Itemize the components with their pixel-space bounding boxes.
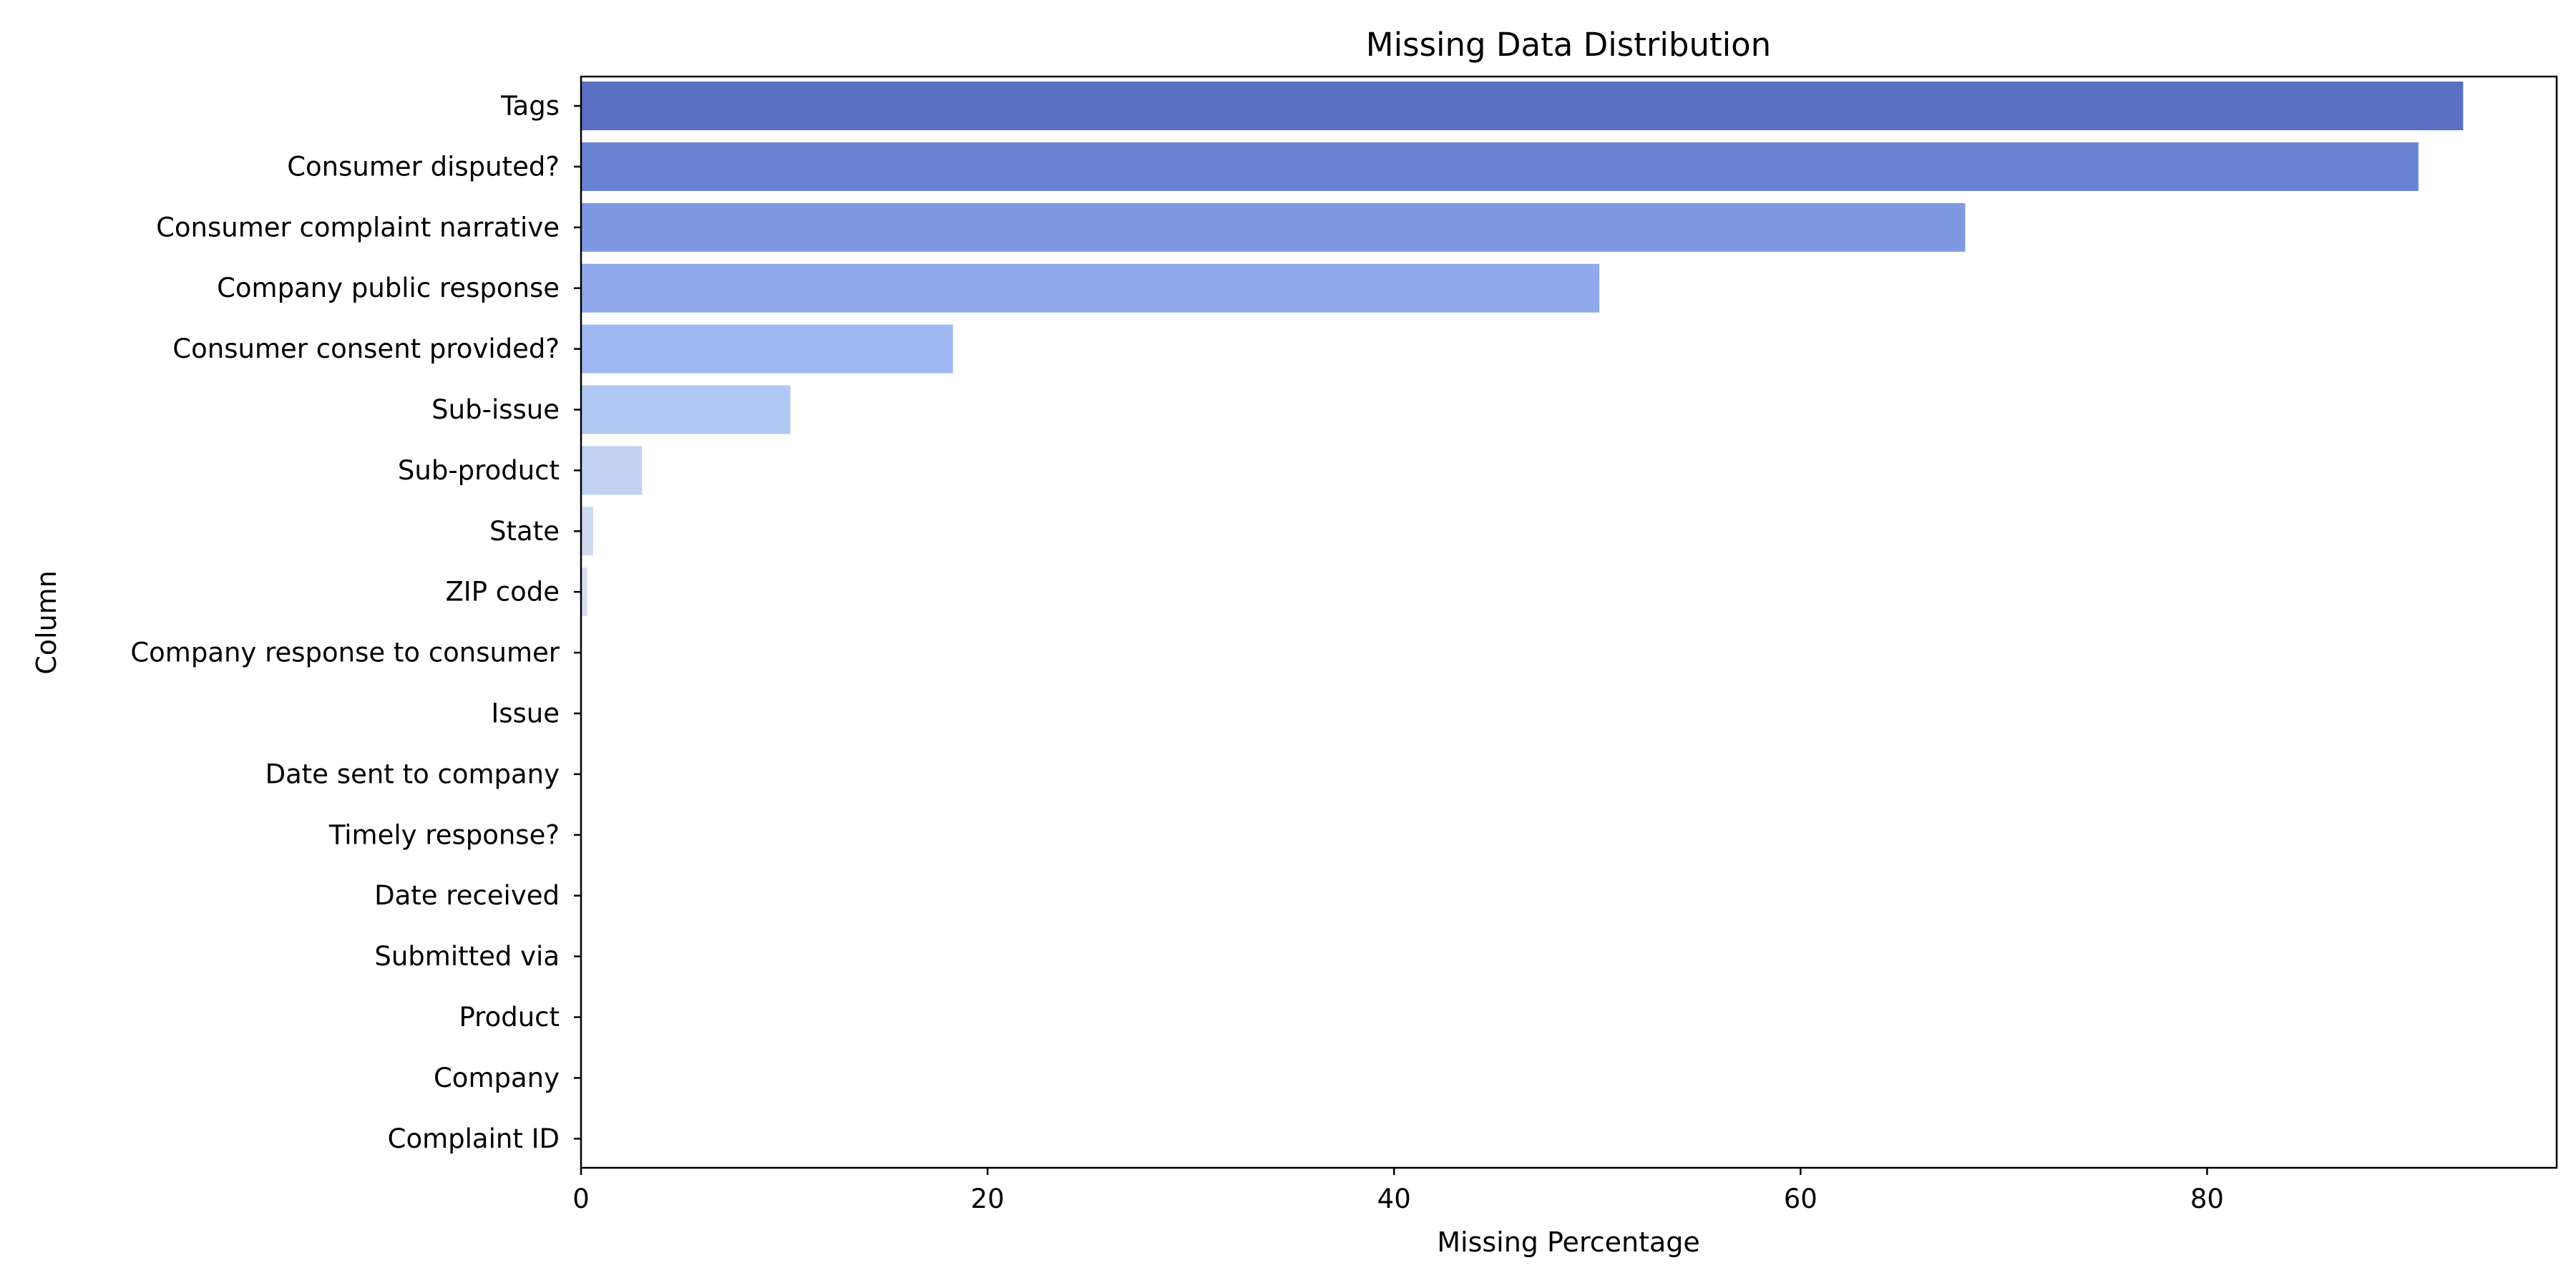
y-tick-label: Submitted via [374, 941, 560, 972]
x-tick-label: 40 [1377, 1184, 1411, 1214]
y-tick-label: Complaint ID [388, 1123, 560, 1154]
y-tick-label: Date sent to company [265, 758, 560, 789]
y-tick-label: State [489, 516, 560, 547]
y-tick-label: ZIP code [445, 577, 560, 608]
bar-sub-issue [581, 385, 791, 434]
y-tick-label: Product [459, 1002, 560, 1033]
x-axis-label: Missing Percentage [1437, 1226, 1700, 1258]
y-tick-label: Issue [491, 698, 560, 729]
x-tick-label: 0 [572, 1184, 590, 1214]
bar-tags [581, 82, 2464, 130]
x-tick-label: 20 [971, 1184, 1005, 1214]
y-ticks-group: Tags Consumer disputed? Consumer complaint… [130, 91, 581, 1154]
bar-consumer-consent-provided [581, 324, 953, 374]
y-tick-label: Date received [374, 880, 560, 911]
y-tick-label: Sub-issue [431, 394, 560, 425]
y-axis-label: Column [31, 570, 62, 675]
y-tick-label: Company [434, 1063, 560, 1093]
bar-state [581, 507, 594, 556]
y-tick-label: Timely response? [328, 819, 560, 850]
bars-group [581, 82, 2464, 617]
x-ticks-group: 0 20 40 60 80 [572, 1168, 2224, 1214]
bar-company-public-response [581, 263, 1600, 313]
plot-frame [580, 75, 2558, 1169]
y-tick-label: Company response to consumer [130, 638, 560, 668]
y-tick-label: Company public response [217, 273, 560, 303]
y-tick-label: Sub-product [398, 455, 560, 486]
y-tick-label: Tags [500, 91, 560, 122]
bar-sub-product [581, 446, 643, 495]
y-tick-label: Consumer disputed? [287, 151, 560, 182]
y-tick-label: Consumer consent provided? [172, 333, 560, 364]
y-tick-label: Consumer complaint narrative [156, 212, 560, 243]
bar-consumer-disputed [581, 142, 2419, 191]
chart-title: Missing Data Distribution [1366, 26, 1771, 64]
x-tick-label: 60 [1784, 1184, 1818, 1214]
x-tick-label: 80 [2190, 1184, 2224, 1214]
bar-zip-code [581, 567, 587, 617]
bar-consumer-complaint-narrative [581, 203, 1966, 252]
